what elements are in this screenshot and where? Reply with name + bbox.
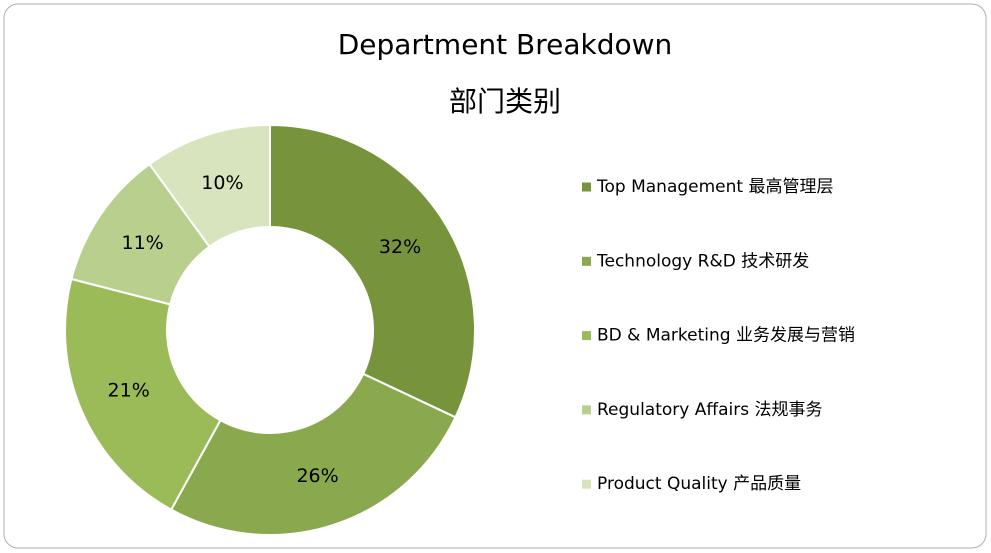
- data-label: 21%: [108, 380, 150, 402]
- pie-slice: [64, 277, 222, 512]
- legend-marker: [582, 256, 591, 266]
- data-label: 11%: [122, 232, 164, 254]
- data-label: 26%: [296, 465, 338, 487]
- legend-label: Technology R&D 技术研发: [596, 251, 809, 271]
- chart-title: Department Breakdown: [338, 28, 673, 61]
- legend-label: Top Management 最高管理层: [596, 177, 833, 197]
- legend-marker: [582, 331, 591, 341]
- legend-label: Product Quality 产品质量: [597, 474, 801, 494]
- legend-label: BD & Marketing 业务发展与营销: [597, 326, 855, 346]
- data-label: 32%: [379, 236, 421, 258]
- pie-slice: [269, 123, 476, 419]
- legend-marker: [582, 405, 591, 415]
- pie-slice: [169, 372, 457, 536]
- pie-slice: [148, 123, 271, 249]
- legend-label: Regulatory Affairs 法规事务: [597, 400, 822, 420]
- chart-subtitle: 部门类别: [449, 85, 561, 118]
- data-label: 10%: [201, 172, 243, 194]
- legend-marker: [582, 479, 591, 489]
- legend-marker: [582, 182, 591, 192]
